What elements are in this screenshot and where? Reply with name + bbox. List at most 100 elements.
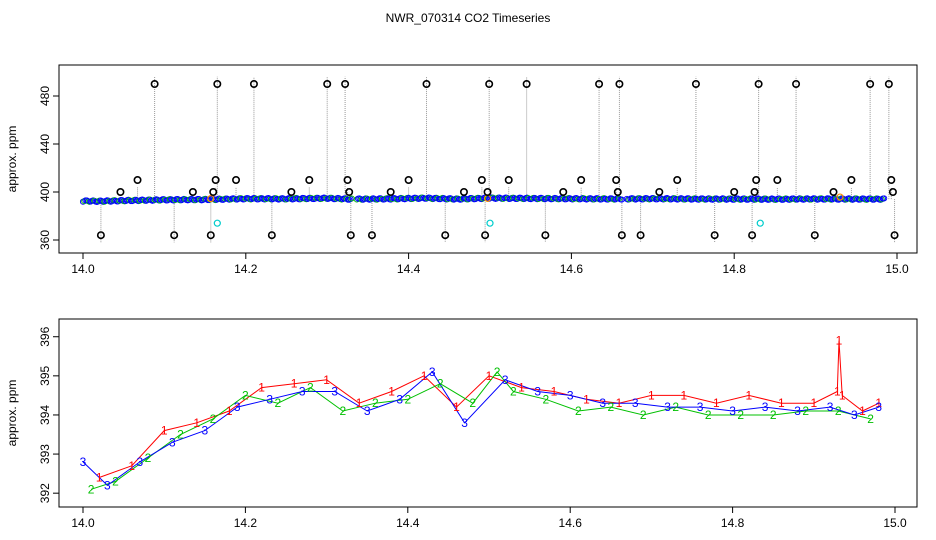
outlier-point bbox=[209, 188, 218, 197]
series-line-1 bbox=[99, 340, 880, 478]
baseline-point bbox=[881, 195, 888, 202]
outlier-point bbox=[150, 80, 159, 89]
top-x-axis: 14.0 14.2 14.4 14.6 14.8 15.0 bbox=[71, 253, 909, 276]
outlier-point bbox=[341, 80, 350, 89]
bottom-y-axis: 392 393 394 395 396 bbox=[38, 326, 59, 503]
flag-3-point: 3 bbox=[567, 388, 574, 402]
bottom-y-tick-label: 395 bbox=[38, 366, 52, 386]
top-y-axis-label: approx. ppm bbox=[5, 126, 19, 193]
top-y-tick-label: 400 bbox=[38, 182, 52, 202]
flag-1-point: 1 bbox=[96, 471, 103, 485]
outlier-point bbox=[612, 176, 621, 185]
outlier-point bbox=[386, 188, 395, 197]
flag-1-point: 1 bbox=[453, 400, 460, 414]
outlier-point bbox=[887, 176, 896, 185]
top-plot-frame bbox=[58, 64, 918, 254]
outlier-point bbox=[792, 80, 801, 89]
outlier-point bbox=[655, 188, 664, 197]
flag-2-point: 2 bbox=[307, 381, 314, 395]
outlier-point bbox=[710, 231, 719, 240]
flag-1-point: 1 bbox=[859, 404, 866, 418]
outlier-point bbox=[404, 176, 413, 185]
flag-2-point: 2 bbox=[404, 392, 411, 406]
flag-3-point: 3 bbox=[299, 384, 306, 398]
outlier-point bbox=[595, 80, 604, 89]
series-line-2 bbox=[90, 371, 871, 490]
outlier-point bbox=[884, 80, 893, 89]
outlier-point bbox=[730, 188, 739, 197]
flag-1-point: 1 bbox=[226, 404, 233, 418]
outlier-point bbox=[343, 176, 352, 185]
flag-2-point: 2 bbox=[542, 392, 549, 406]
flag-2-point: 2 bbox=[835, 404, 842, 418]
flag-2-point: 2 bbox=[242, 388, 249, 402]
top-data-points bbox=[79, 80, 899, 240]
outlier-point bbox=[754, 80, 763, 89]
flag-2-point: 2 bbox=[575, 404, 582, 418]
flag-2-point: 2 bbox=[607, 400, 614, 414]
flag-2-point: 2 bbox=[867, 412, 874, 426]
chart-title: NWR_070314 CO2 Timeseries bbox=[386, 11, 551, 25]
outlier-point bbox=[206, 231, 215, 240]
flag-2-point: 2 bbox=[210, 412, 217, 426]
flag-2-point: 2 bbox=[770, 408, 777, 422]
flag-3-point: 3 bbox=[364, 404, 371, 418]
flag-1-point: 1 bbox=[551, 384, 558, 398]
outlier-point bbox=[577, 176, 586, 185]
outlier-point bbox=[483, 188, 492, 197]
flag-1-point: 1 bbox=[518, 381, 525, 395]
flag-2-point: 2 bbox=[705, 408, 712, 422]
outlier-point bbox=[617, 231, 626, 240]
flag-1-point: 1 bbox=[810, 396, 817, 410]
outlier-point bbox=[188, 188, 197, 197]
flag-1-point: 1 bbox=[161, 424, 168, 438]
flag-3-point: 3 bbox=[851, 408, 858, 422]
top-y-tick-label: 360 bbox=[38, 230, 52, 250]
top-y-tick-label: 440 bbox=[38, 134, 52, 154]
bottom-y-tick-label: 394 bbox=[38, 405, 52, 425]
flag-3-point: 3 bbox=[794, 404, 801, 418]
outlier-point bbox=[773, 176, 782, 185]
flag-1-point: 1 bbox=[258, 381, 265, 395]
outlier-point bbox=[459, 188, 468, 197]
flag-3-point: 3 bbox=[266, 392, 273, 406]
outlier-point bbox=[267, 231, 276, 240]
flag-2-point: 2 bbox=[737, 408, 744, 422]
flag-3-point: 3 bbox=[762, 400, 769, 414]
bottom-y-axis-label: approx. ppm bbox=[5, 380, 19, 447]
top-x-tick-label: 14.2 bbox=[234, 262, 258, 276]
flag-2-point: 2 bbox=[494, 365, 501, 379]
outlier-point bbox=[477, 176, 486, 185]
bottom-y-tick-label: 396 bbox=[38, 326, 52, 346]
top-y-axis: 360 400 440 480 bbox=[38, 86, 59, 250]
flag-3-point: 3 bbox=[599, 396, 606, 410]
flag-1-point: 1 bbox=[356, 396, 363, 410]
bottom-x-tick-label: 14.4 bbox=[396, 516, 420, 530]
outlier-point bbox=[346, 231, 355, 240]
cyan-point bbox=[213, 219, 221, 227]
flag-1-point: 1 bbox=[875, 396, 882, 410]
flag-1-point: 1 bbox=[834, 384, 841, 398]
flag-1-point: 1 bbox=[583, 392, 590, 406]
flag-2-point: 2 bbox=[640, 408, 647, 422]
outlier-point bbox=[116, 188, 125, 197]
flag-1-point: 1 bbox=[713, 396, 720, 410]
bottom-x-tick-label: 14.2 bbox=[234, 516, 258, 530]
bottom-x-tick-label: 14.6 bbox=[559, 516, 583, 530]
flag-3-point: 3 bbox=[632, 396, 639, 410]
flag-3-point: 3 bbox=[729, 404, 736, 418]
top-x-tick-label: 14.6 bbox=[560, 262, 584, 276]
outlier-point bbox=[750, 188, 759, 197]
bottom-x-tick-label: 14.8 bbox=[721, 516, 745, 530]
outlier-point bbox=[504, 176, 513, 185]
flag-3-point: 3 bbox=[502, 373, 509, 387]
flag-2-point: 2 bbox=[802, 404, 809, 418]
flag-1-point: 1 bbox=[291, 377, 298, 391]
outlier-point bbox=[748, 231, 757, 240]
flag-2-point: 2 bbox=[145, 451, 152, 465]
flag-3-point: 3 bbox=[136, 455, 143, 469]
flag-1-point: 1 bbox=[128, 459, 135, 473]
outlier-point bbox=[615, 80, 624, 89]
outlier-point bbox=[752, 176, 761, 185]
